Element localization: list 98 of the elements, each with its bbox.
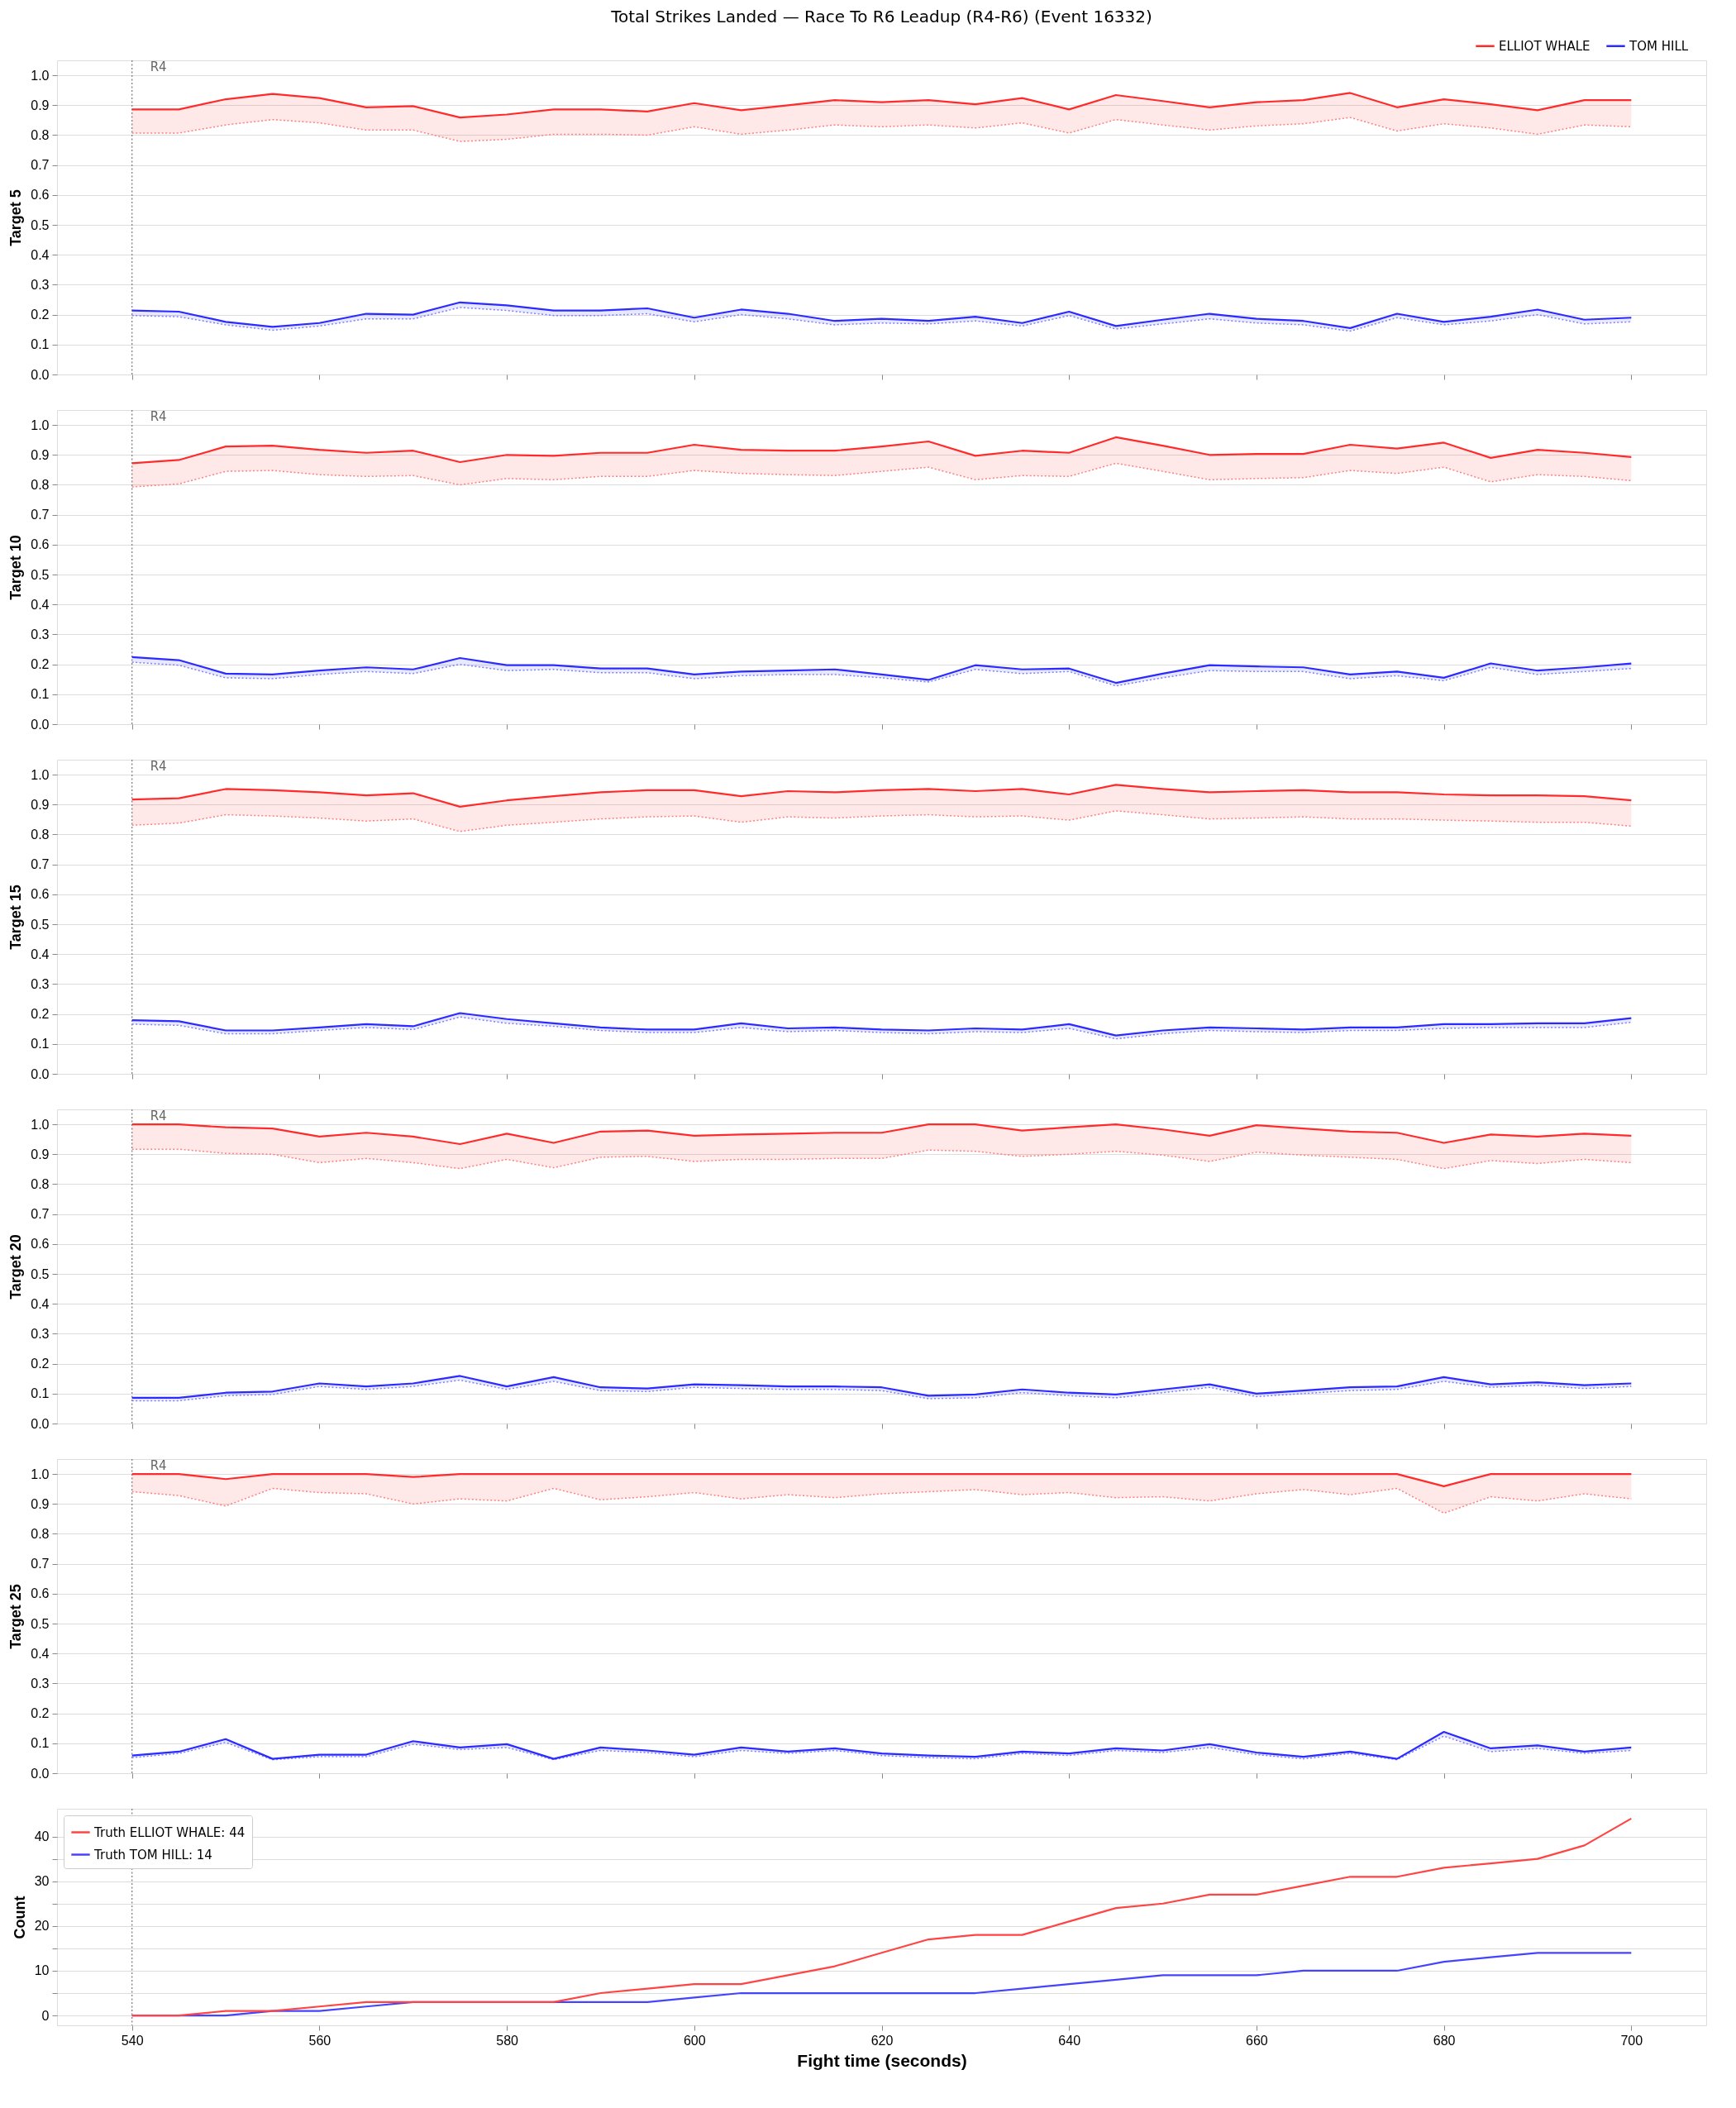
y-tick-label: 0.8 [31,1176,50,1191]
line-series [131,117,1633,142]
y-tick-label: 30 [34,1874,50,1889]
x-tick-label: 540 [121,2033,144,2048]
y-tick-label: 0.0 [31,1766,50,1781]
y-tick-label: 1.0 [31,767,50,782]
y-tick-label: 0.4 [31,247,50,262]
y-tick-label: 0.1 [31,687,50,702]
line-series [131,1817,1633,2017]
y-tick-label: 1.0 [31,1117,50,1132]
y-tick-label: 0.8 [31,477,50,492]
y-tick-label: 0.0 [31,367,50,382]
y-tick-label: 0.8 [31,1526,50,1541]
y-tick-label: 0.7 [31,158,50,173]
line-series [131,661,1633,687]
y-tick-label: 0.9 [31,447,50,462]
y-tick-label: 0.7 [31,857,50,872]
line-series [131,1123,1633,1146]
y-tick-label: 40 [34,1829,50,1844]
y-tick-label: 0.4 [31,1646,50,1661]
y-tick-label: 0.4 [31,597,50,612]
y-tick-label: 0.0 [31,717,50,732]
y-tick-label: 20 [34,1919,50,1934]
line-series [131,810,1633,832]
legend-label: TOM HILL [1629,38,1689,54]
y-tick-label: 0.0 [31,1066,50,1081]
x-axis-title: Fight time (seconds) [797,2050,967,2070]
x-tick-label: 680 [1433,2033,1456,2048]
x-tick-label: 620 [870,2033,894,2048]
y-tick-label: 0.5 [31,567,50,582]
y-tick-label: 10 [34,1963,50,1978]
y-axis-title: Target 20 [7,1234,25,1300]
y-tick-label: 0.9 [31,1496,50,1511]
y-tick-label: 0.2 [31,1357,50,1371]
y-tick-label: 0.2 [31,1706,50,1721]
y-tick-label: 0.3 [31,277,50,292]
y-tick-label: 0.9 [31,98,50,112]
y-tick-label: 0.4 [31,947,50,961]
y-axis-title: Target 25 [7,1584,25,1649]
y-tick-label: 1.0 [31,1467,50,1481]
y-tick-label: 0.6 [31,537,50,552]
line-series [131,92,1633,119]
line-series [131,436,1633,465]
y-tick-label: 0.5 [31,1616,50,1631]
y-tick-label: 0.3 [31,627,50,641]
y-tick-label: 0.9 [31,1147,50,1161]
y-tick-label: 0.6 [31,1237,50,1252]
legend-label: ELLIOT WHALE [1499,38,1591,54]
y-tick-label: 0.7 [31,1207,50,1222]
ref-line-label: R4 [150,759,167,774]
y-tick-label: 0.1 [31,1037,50,1052]
y-tick-label: 0.3 [31,976,50,991]
y-tick-label: 0.6 [31,188,50,203]
y-tick-label: 1.0 [31,68,50,83]
ref-line-label: R4 [150,1109,167,1123]
y-axis-title: Target 5 [7,189,25,246]
ref-line-label: R4 [150,1458,167,1473]
line-series [131,1473,1633,1488]
y-tick-label: 0.1 [31,1736,50,1751]
y-tick-label: 0.6 [31,1586,50,1601]
y-axis-title: Target 15 [7,885,25,950]
y-tick-label: 0.1 [31,1386,50,1401]
y-tick-label: 0.5 [31,1266,50,1281]
y-tick-label: 0.2 [31,1007,50,1022]
line-series [131,307,1633,332]
y-tick-label: 0 [41,2008,50,2023]
x-tick-label: 700 [1620,2033,1643,2048]
y-tick-label: 0.2 [31,657,50,672]
x-tick-label: 560 [308,2033,331,2048]
ref-line-label: R4 [150,60,167,74]
x-tick-label: 580 [496,2033,519,2048]
y-tick-label: 0.8 [31,827,50,842]
y-tick-label: 0.1 [31,337,50,352]
y-tick-label: 0.4 [31,1296,50,1311]
x-tick-label: 640 [1058,2033,1081,2048]
chart-title: Total Strikes Landed — Race To R6 Leadup (R4-R6) (Event 16332) [610,7,1152,26]
y-tick-label: 0.5 [31,217,50,232]
y-tick-label: 0.7 [31,508,50,522]
line-series [131,784,1633,808]
y-axis-title: Target 10 [7,535,25,600]
y-tick-label: 0.3 [31,1676,50,1691]
y-tick-label: 0.6 [31,887,50,902]
y-tick-label: 0.3 [31,1326,50,1341]
y-tick-label: 0.9 [31,797,50,812]
ref-line-label: R4 [150,409,167,424]
line-series [131,462,1633,488]
x-tick-label: 660 [1246,2033,1268,2048]
y-tick-label: 0.0 [31,1416,50,1431]
y-tick-label: 0.2 [31,308,50,322]
y-tick-label: 0.7 [31,1557,50,1571]
y-axis-title: Count [11,1896,28,1939]
y-tick-label: 0.5 [31,917,50,932]
legend-label: Truth ELLIOT WHALE: 44 [93,1824,246,1840]
x-tick-label: 600 [683,2033,706,2048]
y-tick-label: 0.8 [31,127,50,142]
line-series [131,1148,1633,1170]
legend-label: Truth TOM HILL: 14 [93,1847,212,1862]
y-tick-label: 1.0 [31,417,50,432]
